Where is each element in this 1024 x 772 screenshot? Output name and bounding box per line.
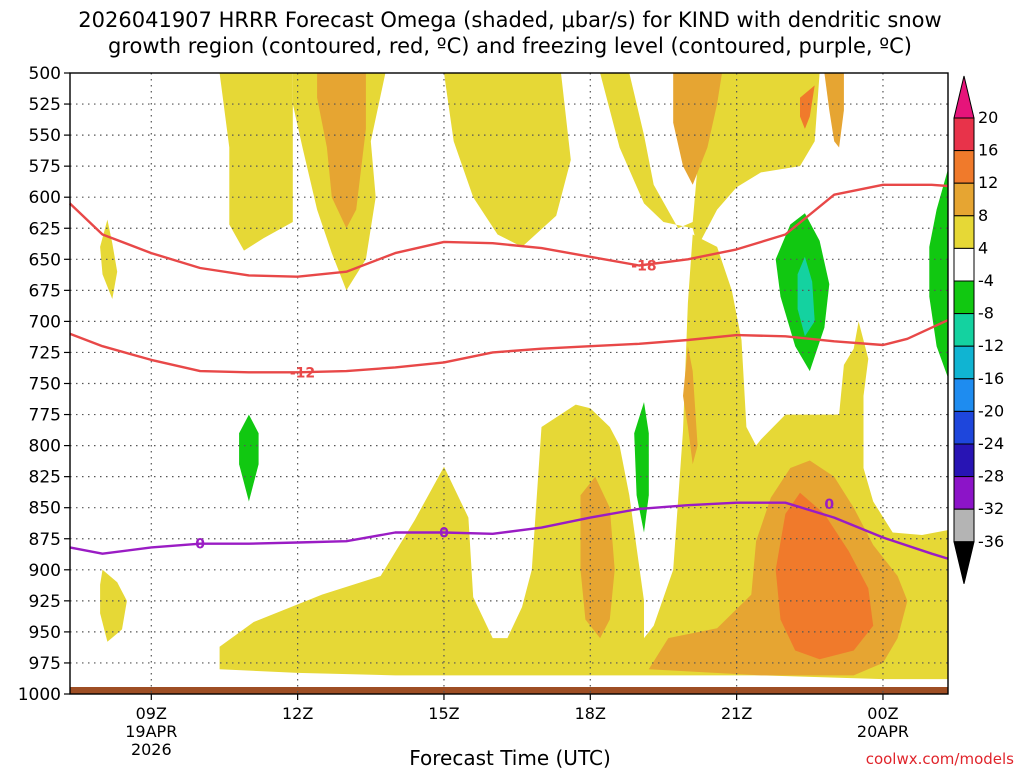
omega-region-4-8-3 [100, 569, 127, 642]
colorbar-label--12: -12 [978, 336, 1004, 355]
y-tick-label-925: 925 [29, 592, 61, 612]
omega-region-8-12-7 [824, 73, 844, 148]
colorbar-bin-0 [953, 117, 975, 152]
contour-label--18-0: -18 [631, 259, 656, 275]
x-tick-year-09Z: 2026 [131, 740, 172, 759]
omega-shading-layer [100, 73, 948, 680]
y-tick-label-625: 625 [29, 219, 61, 239]
y-tick-label-675: 675 [29, 281, 61, 301]
omega-region-12-16-12 [775, 492, 874, 660]
colorbar-label--16: -16 [978, 369, 1004, 388]
pressure-axis: 500 525 550 575 600 625 650 675 700 725 750 775 800 8… [18, 64, 70, 705]
chart-title-line-2: growth region (contoured, red, ºC) and f… [108, 34, 912, 58]
colorbar-top-arrow [953, 75, 975, 119]
colorbar-label--4: -4 [978, 271, 994, 290]
x-axis-label: Forecast Time (UTC) [409, 746, 611, 768]
contour-line--12 [69, 319, 949, 374]
omega-region--4--8-16 [929, 169, 948, 378]
colorbar-bottom-arrow [953, 541, 975, 584]
colorbar-label-4: 4 [978, 238, 988, 257]
omega-region--4--8-14 [634, 402, 649, 533]
x-tick-label-18Z: 18Z [575, 704, 606, 723]
omega-region-12-16-11 [800, 85, 815, 129]
omega-region-8-12-5 [317, 73, 366, 229]
y-tick-label-1000: 1000 [18, 685, 61, 705]
y-tick-label-825: 825 [29, 468, 61, 488]
colorbar-label--8: -8 [978, 304, 994, 323]
colorbar-bin-7 [953, 345, 975, 380]
colorbar-label-12: 12 [978, 173, 998, 192]
y-tick-label-775: 775 [29, 406, 61, 426]
contour-label-0-0: 0 [195, 537, 205, 553]
y-tick-label-600: 600 [29, 188, 61, 208]
omega-region-8-12-9 [683, 346, 698, 465]
omega-region-8-12-6 [673, 73, 722, 185]
contour-label-0-1: 0 [439, 526, 449, 542]
omega-region-4-8-1 [219, 73, 293, 251]
colorbar-bin-12 [953, 508, 975, 543]
x-tick-label-09Z: 09Z [136, 704, 167, 723]
colorbar-label-16: 16 [978, 141, 998, 160]
y-tick-label-800: 800 [29, 437, 61, 457]
contour-line--18 [68, 183, 948, 278]
contour-label-0-2: 0 [824, 497, 834, 513]
y-tick-label-650: 650 [29, 250, 61, 270]
colorbar-label-20: 20 [978, 108, 998, 127]
colorbar-label--32: -32 [978, 499, 1004, 518]
y-tick-label-900: 900 [29, 561, 61, 581]
y-tick-label-500: 500 [29, 64, 61, 84]
y-tick-label-550: 550 [29, 126, 61, 146]
colorbar-bin-8 [953, 378, 975, 412]
colorbar-label--24: -24 [978, 434, 1004, 453]
colorbar-label--28: -28 [978, 467, 1004, 486]
y-tick-label-850: 850 [29, 499, 61, 519]
y-tick-label-525: 525 [29, 95, 61, 115]
y-tick-label-975: 975 [29, 654, 61, 674]
colorbar-bin-4 [953, 247, 975, 282]
colorbar-bin-11 [953, 476, 975, 510]
x-tick-label-00Z: 00Z [867, 704, 898, 723]
x-tick-date-09Z: 19APR [125, 722, 177, 741]
omega-region-4-8-0 [219, 73, 820, 291]
colorbar-bin-2 [953, 182, 975, 217]
colorbar-bin-5 [953, 280, 975, 315]
x-tick-label-12Z: 12Z [282, 704, 313, 723]
ground-strip [70, 687, 948, 694]
colorbar-bin-6 [953, 313, 975, 347]
gridlines [70, 73, 948, 694]
x-tick-label-15Z: 15Z [428, 704, 459, 723]
y-tick-label-575: 575 [29, 157, 61, 177]
chart-title-line-1: 2026041907 HRRR Forecast Omega (shaded, … [78, 8, 941, 32]
colorbar-label--20: -20 [978, 401, 1004, 420]
x-tick-date-00Z: 20APR [857, 722, 909, 741]
y-tick-label-875: 875 [29, 530, 61, 550]
omega-region-4-8-2 [100, 219, 118, 299]
colorbar-bin-9 [953, 410, 975, 445]
y-tick-label-700: 700 [29, 312, 61, 332]
x-tick-label-21Z: 21Z [721, 704, 752, 723]
colorbar-bin-3 [953, 215, 975, 249]
y-tick-label-725: 725 [29, 343, 61, 363]
colorbar-bin-1 [953, 150, 975, 184]
watermark: coolwx.com/models [866, 750, 1014, 768]
contour-label--12-0: -12 [290, 365, 315, 381]
y-tick-label-950: 950 [29, 623, 61, 643]
colorbar-bin-10 [953, 443, 975, 478]
y-tick-label-750: 750 [29, 375, 61, 395]
colorbar-label-8: 8 [978, 206, 988, 225]
omega-region--4--8-13 [239, 414, 259, 502]
contour-line-0 [69, 501, 949, 560]
temperature-contours: -18 -12 0 0 0 [68, 183, 949, 560]
omega-region--8--12-17 [797, 256, 815, 337]
omega-colorbar: 20 16 12 8 4 -4 -8 -12 -16 -20 -24 -28 -32 -36 [953, 75, 1004, 584]
colorbar-label--36: -36 [978, 532, 1004, 551]
